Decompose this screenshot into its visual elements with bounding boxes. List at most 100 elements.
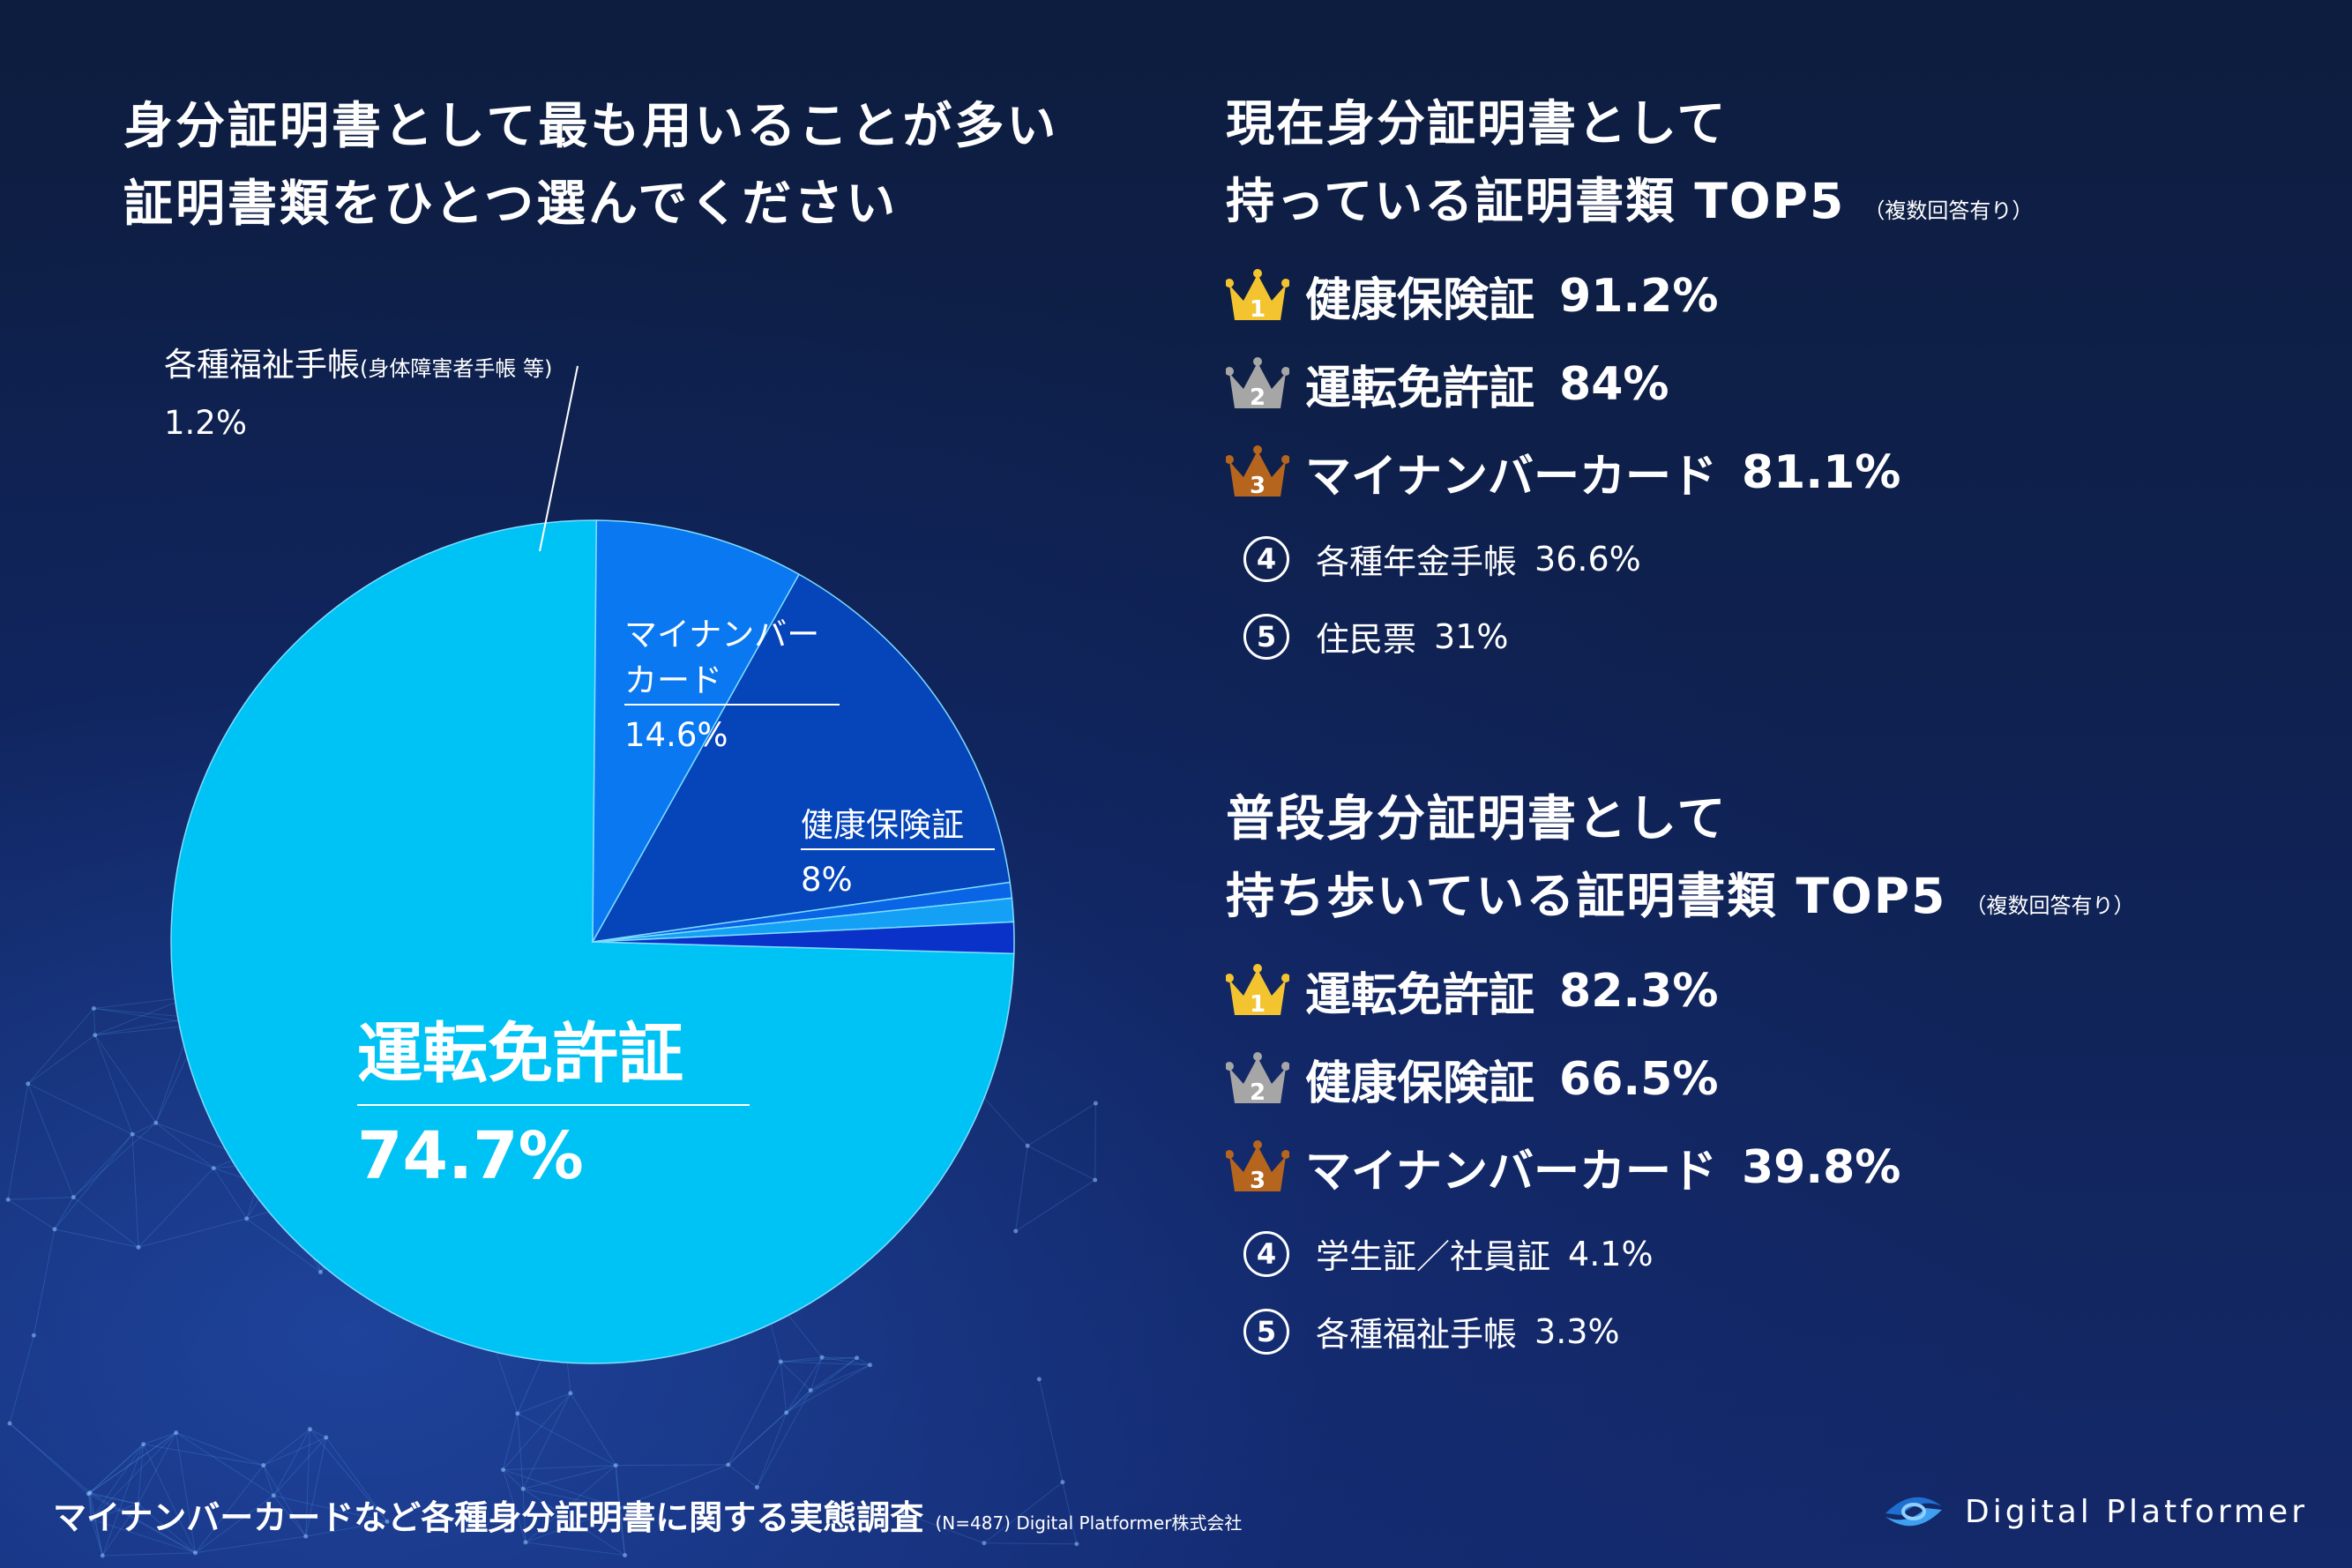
section1-note: （複数回答有り） (1863, 198, 2034, 223)
network-line (73, 1197, 139, 1248)
network-line (728, 1412, 787, 1466)
bronze-crown-icon: 3 (1226, 444, 1289, 499)
network-line (1027, 1145, 1095, 1181)
network-node (136, 1244, 141, 1250)
network-line (91, 1519, 103, 1557)
section2-title-line2: 持ち歩いている証明書類 TOP5 (1226, 868, 1947, 924)
network-line (137, 1432, 177, 1505)
network-node (324, 1435, 329, 1440)
network-line (780, 1361, 811, 1391)
network-line (138, 1218, 247, 1248)
network-line (273, 1495, 388, 1522)
footer-note: (N=487) Digital Platformer株式会社 (935, 1512, 1243, 1534)
network-node (52, 1227, 57, 1232)
network-line (503, 1465, 616, 1471)
network-node (317, 1270, 323, 1275)
network-line (131, 1122, 157, 1135)
network-line (780, 1361, 870, 1366)
network-line (27, 1008, 94, 1085)
section2-rank2-value: 66.5% (1559, 1052, 1719, 1106)
network-line (94, 1034, 157, 1124)
network-node (385, 1519, 390, 1524)
svg-text:2: 2 (1250, 1079, 1266, 1106)
network-line (89, 1492, 196, 1554)
network-line (525, 1465, 616, 1543)
network-line (143, 1444, 196, 1554)
network-line (523, 1465, 616, 1490)
welfare-leader-line (539, 365, 579, 552)
svg-text:3: 3 (1250, 1168, 1266, 1194)
network-line (525, 1542, 625, 1557)
network-line (273, 1495, 307, 1537)
network-node (1093, 1101, 1098, 1106)
section1-rank1: 1 健康保険証 91.2% (1226, 263, 1718, 329)
label-welfare-name: 各種福祉手帳 (164, 346, 360, 384)
pie-chart (170, 365, 1015, 1364)
network-node (5, 1197, 11, 1202)
network-line (786, 1364, 870, 1414)
section2-rank5: 5 各種福祉手帳 3.3% (1235, 1307, 1620, 1355)
section1-rank1-name: 健康保険証 (1305, 274, 1535, 327)
network-line (305, 1437, 327, 1537)
network-line (305, 1429, 310, 1537)
network-node (900, 1510, 905, 1515)
label-mynumber: マイナンバー カード 14.6% (624, 612, 840, 758)
network-node (523, 1540, 528, 1545)
network-line (91, 1519, 196, 1554)
section1-rank5-name: 住民票 (1316, 620, 1417, 659)
network-line (503, 1413, 519, 1470)
section1-rank3-value: 81.1% (1741, 445, 1901, 499)
network-node (307, 1427, 312, 1432)
network-node (244, 1216, 250, 1221)
network-line (273, 1429, 310, 1497)
section2-title: 普段身分証明書として 持ち歩いている証明書類 TOP5 （複数回答有り） (1226, 780, 2135, 945)
section2-rank4-value: 4.1% (1568, 1234, 1654, 1273)
network-node (130, 1131, 135, 1137)
footer: マイナンバーカードなど各種身分証明書に関する実態調査 (N=487) Digit… (53, 1490, 1242, 1539)
network-line (138, 1168, 214, 1248)
section1-rank5: 5 住民票 31% (1235, 612, 1508, 661)
network-node (778, 1359, 783, 1364)
section1-rank1-value: 91.2% (1559, 269, 1719, 323)
network-node (86, 1491, 91, 1497)
network-line (87, 1444, 144, 1495)
network-node (153, 1120, 159, 1125)
network-line (195, 1465, 265, 1554)
network-line (756, 1412, 788, 1488)
network-line (88, 1493, 138, 1505)
network-line (72, 1122, 157, 1198)
network-node (1074, 1542, 1079, 1547)
network-line (195, 1535, 306, 1554)
svg-text:1: 1 (1250, 296, 1266, 323)
section2-note: （複数回答有り） (1965, 893, 2135, 918)
section2-rank2: 2 健康保険証 66.5% (1226, 1046, 1718, 1112)
brand-logo-icon (1885, 1497, 1943, 1527)
slice-health (592, 519, 801, 943)
network-line (33, 1228, 56, 1336)
label-mynumber-value: 14.6% (624, 716, 728, 754)
network-line (87, 1493, 93, 1519)
network-line (175, 1432, 196, 1553)
network-node (616, 1505, 622, 1511)
network-line (88, 1432, 176, 1495)
network-line (89, 1432, 176, 1493)
network-line (91, 1444, 145, 1520)
network-line (131, 1133, 214, 1169)
network-node (193, 1550, 198, 1556)
network-line (1015, 1146, 1028, 1232)
network-line (93, 997, 190, 1009)
label-welfare: 各種福祉手帳(身体障害者手帳 等) 1.2% (164, 342, 552, 446)
network-line (618, 1464, 728, 1509)
network-line (101, 1504, 138, 1557)
network-line (213, 1168, 248, 1220)
network-line (54, 1133, 133, 1230)
section1-rank4-name: 各種年金手帳 (1316, 542, 1518, 581)
network-line (310, 1429, 326, 1438)
network-line (305, 1520, 388, 1537)
section1-rank2-value: 84% (1559, 357, 1669, 411)
section2-rank5-value: 3.3% (1534, 1311, 1620, 1351)
section2-rank5-name: 各種福祉手帳 (1316, 1315, 1518, 1354)
network-line (1094, 1103, 1096, 1180)
network-line (246, 1218, 321, 1273)
network-line (7, 1198, 56, 1230)
